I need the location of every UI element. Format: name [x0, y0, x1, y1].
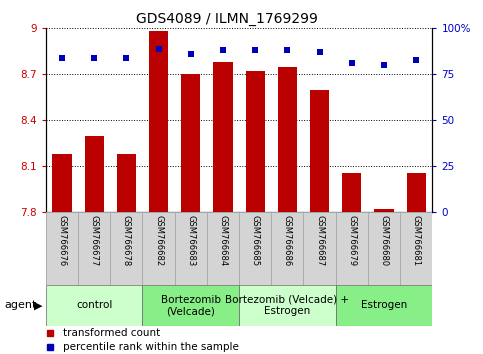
Text: GSM766686: GSM766686 — [283, 215, 292, 266]
Text: GDS4089 / ILMN_1769299: GDS4089 / ILMN_1769299 — [136, 12, 318, 27]
Bar — [117, 154, 136, 212]
Bar — [175, 212, 207, 285]
Text: GSM766677: GSM766677 — [90, 215, 99, 266]
Text: ▶: ▶ — [34, 300, 43, 310]
Bar — [278, 67, 297, 212]
Text: control: control — [76, 300, 113, 310]
Text: Bortezomib
(Velcade): Bortezomib (Velcade) — [161, 295, 221, 316]
Bar — [368, 212, 400, 285]
Bar — [336, 285, 432, 326]
Text: GSM766679: GSM766679 — [347, 215, 356, 266]
Text: Bortezomib (Velcade) +
Estrogen: Bortezomib (Velcade) + Estrogen — [226, 295, 349, 316]
Text: GSM766687: GSM766687 — [315, 215, 324, 266]
Bar — [149, 32, 168, 212]
Text: GSM766678: GSM766678 — [122, 215, 131, 266]
Bar — [342, 172, 361, 212]
Bar — [303, 212, 336, 285]
Text: GSM766680: GSM766680 — [380, 215, 388, 266]
Text: GSM766681: GSM766681 — [412, 215, 421, 266]
Text: Estrogen: Estrogen — [361, 300, 407, 310]
Bar — [46, 212, 78, 285]
Bar — [336, 212, 368, 285]
Bar — [110, 212, 142, 285]
Bar — [407, 172, 426, 212]
Text: percentile rank within the sample: percentile rank within the sample — [63, 342, 239, 352]
Text: GSM766684: GSM766684 — [218, 215, 227, 266]
Text: GSM766683: GSM766683 — [186, 215, 195, 266]
Text: GSM766685: GSM766685 — [251, 215, 260, 266]
Bar — [181, 74, 200, 212]
Bar — [142, 212, 175, 285]
Bar — [271, 212, 303, 285]
Text: GSM766676: GSM766676 — [57, 215, 67, 266]
Bar — [142, 285, 239, 326]
Bar — [78, 212, 110, 285]
Bar — [213, 62, 233, 212]
Bar — [374, 209, 394, 212]
Bar — [310, 90, 329, 212]
Text: transformed count: transformed count — [63, 328, 160, 338]
Text: GSM766682: GSM766682 — [154, 215, 163, 266]
Bar — [46, 285, 142, 326]
Bar — [400, 212, 432, 285]
Bar — [85, 136, 104, 212]
Bar — [239, 212, 271, 285]
Bar — [52, 154, 71, 212]
Text: agent: agent — [5, 300, 37, 310]
Bar — [245, 71, 265, 212]
Bar — [207, 212, 239, 285]
Bar — [239, 285, 336, 326]
